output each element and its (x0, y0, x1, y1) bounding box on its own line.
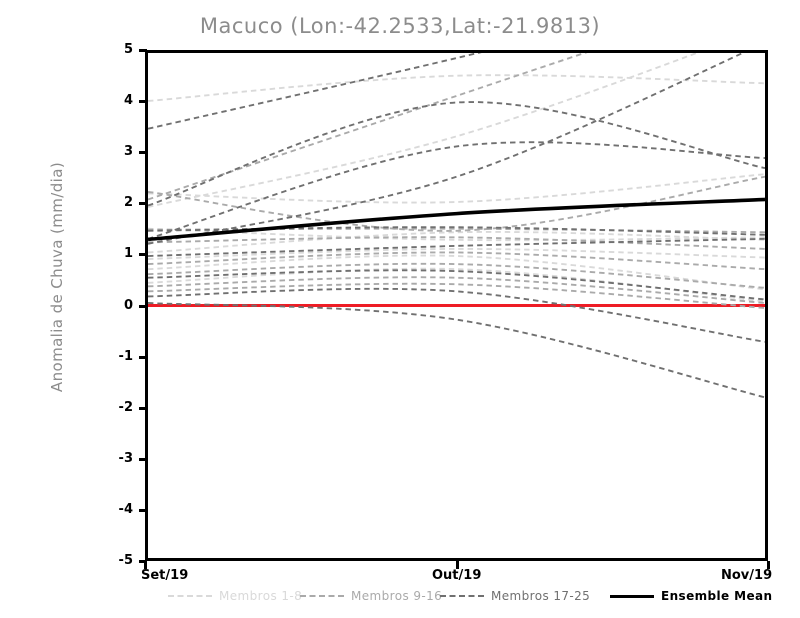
y-axis-tick-mark (139, 406, 147, 410)
y-axis-tick-label: 5 (123, 42, 133, 57)
y-axis-tick-label: 1 (123, 246, 133, 262)
y-axis-tick-label: 3 (123, 144, 133, 160)
plot-area (145, 50, 768, 561)
y-axis-tick-label: -2 (118, 399, 133, 415)
y-axis-tick-label: 0 (123, 297, 133, 313)
y-axis-tick-mark (139, 253, 147, 257)
legend: Membros 1-8 Membros 9-16 Membros 17-25 Ense… (0, 586, 800, 608)
legend-swatch-dashed-icon (440, 595, 484, 597)
y-axis-tick-label: 2 (123, 195, 133, 211)
ensemble-member-line (148, 267, 765, 303)
y-axis-tick-label: -1 (118, 348, 133, 364)
x-axis-tick-label: Set/19 (141, 568, 189, 583)
ensemble-line-plot (148, 53, 765, 399)
ensemble-member-line (148, 53, 700, 208)
x-axis-tick-mark (455, 561, 459, 569)
y-axis-tick-mark (139, 151, 147, 155)
legend-label: Ensemble Mean (661, 589, 773, 603)
plot-clip (148, 53, 765, 558)
y-axis-label: Anomalia de Chuva (mm/dia) (48, 161, 66, 393)
ensemble-member-line (148, 236, 765, 250)
ensemble-member-line (148, 175, 765, 232)
legend-item: Ensemble Mean (610, 586, 772, 606)
y-axis-tick-label: -5 (118, 553, 133, 568)
x-axis-tick-label: Out/19 (432, 568, 482, 583)
ensemble-member-line (148, 248, 765, 260)
y-axis-tick-label: -4 (118, 501, 133, 517)
ensemble-member-line (148, 141, 765, 240)
ensemble-member-line (148, 302, 765, 399)
legend-item: Membros 9-16 (300, 586, 442, 606)
y-axis-tick-mark (139, 508, 147, 512)
ensemble-member-line (148, 276, 765, 304)
ensemble-member-line (148, 231, 765, 254)
y-axis-tick-mark (139, 202, 147, 206)
legend-label: Membros 17-25 (491, 589, 591, 603)
legend-label: Membros 9-16 (351, 589, 443, 603)
y-axis-tick-label: 4 (123, 93, 133, 109)
y-axis-tick-mark (139, 49, 147, 52)
ensemble-member-line (148, 287, 765, 343)
y-axis-tick-mark (139, 560, 147, 563)
ensemble-mean-line (148, 197, 765, 242)
ensemble-member-line (148, 254, 765, 291)
legend-item: Membros 17-25 (440, 586, 590, 606)
ensemble-member-line (148, 53, 588, 201)
legend-swatch-dashed-icon (300, 595, 344, 597)
y-axis-tick-mark (139, 304, 147, 308)
x-axis-tick-mark (767, 561, 770, 569)
y-axis-tick-mark (139, 100, 147, 104)
x-axis-tick-label: Nov/19 (721, 568, 773, 583)
legend-label: Membros 1-8 (219, 589, 303, 603)
ensemble-member-line (148, 74, 765, 102)
x-axis-tick-mark (144, 561, 147, 569)
ensemble-member-line (148, 101, 765, 207)
ensemble-member-line (148, 53, 482, 130)
chart-title: Macuco (Lon:-42.2533,Lat:-21.9813) (199, 14, 601, 38)
y-axis-tick-mark (139, 457, 147, 461)
ensemble-member-line (148, 251, 765, 271)
y-axis-tick-mark (139, 355, 147, 359)
y-axis-tick-label: -3 (118, 450, 133, 466)
legend-swatch-solid-icon (610, 594, 654, 598)
ensemble-member-line (148, 269, 765, 301)
legend-swatch-dashed-icon (168, 595, 212, 597)
ensemble-member-line (148, 262, 765, 289)
legend-item: Membros 1-8 (168, 586, 302, 606)
ensemble-member-line (148, 237, 765, 257)
